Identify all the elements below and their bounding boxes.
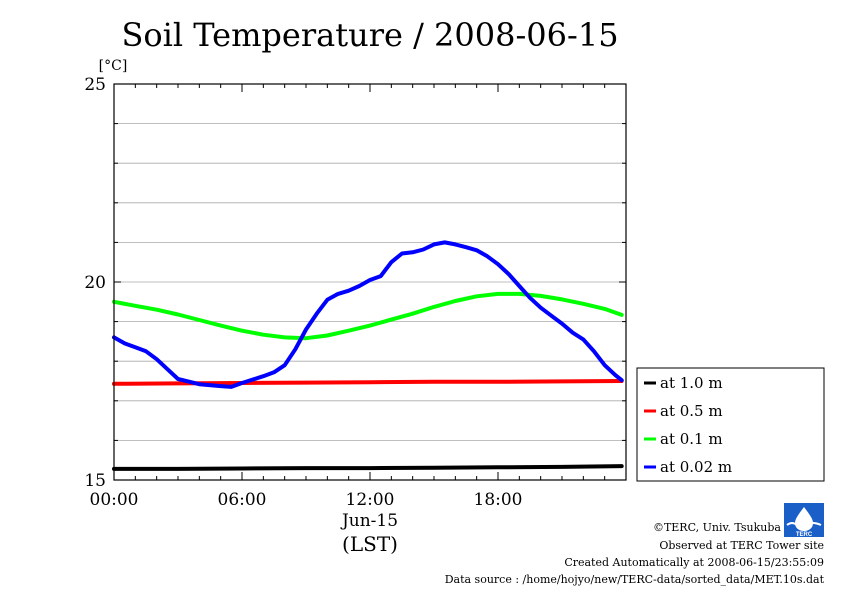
series-line — [112, 291, 624, 341]
legend-label: at 1.0 m — [660, 374, 723, 392]
x-tick-label: 18:00 — [474, 490, 523, 510]
copyright-text: ©TERC, Univ. Tsukuba — [653, 521, 781, 534]
series-line — [112, 240, 624, 389]
legend-label: at 0.5 m — [660, 402, 723, 420]
y-unit-label: [°C] — [99, 58, 128, 74]
created-text: Created Automatically at 2008-06-15/23:5… — [564, 556, 824, 569]
x-tick-label: 06:00 — [218, 490, 267, 510]
terc-logo: TERC — [784, 503, 824, 538]
x-axis-label: (LST) — [342, 532, 398, 556]
chart-title: Soil Temperature / 2008-06-15 — [121, 16, 618, 54]
x-tick-label: 00:00 — [90, 490, 139, 510]
legend-label: at 0.1 m — [660, 430, 723, 448]
series-layer — [112, 240, 624, 471]
observed-text: Observed at TERC Tower site — [659, 539, 824, 552]
legend: at 1.0 m at 0.5 m at 0.1 m at 0.02 m — [636, 367, 825, 482]
y-tick-label: 15 — [84, 471, 106, 491]
y-tick-label: 20 — [84, 273, 106, 293]
y-tick-label: 25 — [84, 75, 106, 95]
source-text: Data source : /home/hojyo/new/TERC-data/… — [445, 573, 825, 586]
x-tick-label: 12:00 — [346, 490, 395, 510]
series-line — [112, 464, 624, 471]
wave-icon — [786, 522, 822, 528]
logo-text: TERC — [796, 532, 813, 538]
x-date-label: Jun-15 — [340, 511, 398, 531]
legend-frame — [636, 367, 825, 482]
legend-label: at 0.02 m — [660, 458, 732, 476]
